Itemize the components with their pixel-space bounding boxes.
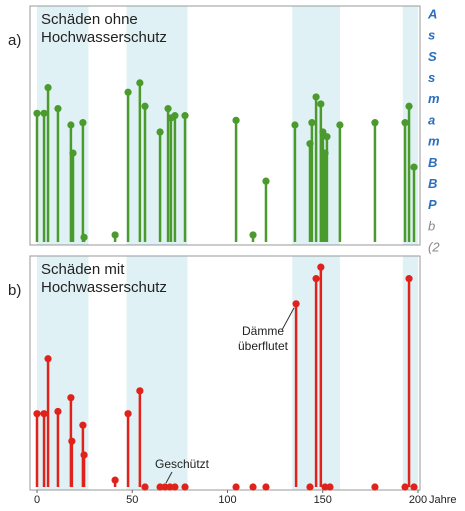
stem-head — [79, 421, 87, 429]
stem-head — [171, 112, 179, 120]
stem-head — [124, 410, 132, 418]
stem-head — [141, 102, 149, 110]
stem-head — [124, 88, 132, 96]
stem-head — [181, 112, 189, 120]
stem-head — [336, 121, 344, 129]
panel-frame — [29, 255, 421, 491]
stem-head — [326, 483, 334, 491]
stem-head — [69, 149, 77, 157]
stem-head — [156, 128, 164, 136]
annotation: überflutet — [238, 339, 289, 353]
x-axis-label: Jahre — [429, 494, 457, 506]
x-tick-label: 0 — [34, 494, 40, 506]
stem-head — [410, 483, 418, 491]
x-tick-label: 100 — [218, 494, 236, 506]
side-text: s — [428, 28, 435, 43]
annotation-leader — [281, 307, 295, 331]
stem-head — [171, 483, 179, 491]
stem-head — [319, 128, 327, 136]
stem-head — [312, 93, 320, 101]
stem-head — [262, 483, 270, 491]
stem-head — [312, 275, 320, 283]
shaded-range — [126, 256, 188, 490]
x-tick-label: 150 — [314, 494, 332, 506]
annotation: Geschützt — [155, 457, 210, 471]
side-text: A — [427, 6, 437, 21]
stem-head — [232, 116, 240, 124]
stem-head — [317, 263, 325, 271]
stem-head — [141, 483, 149, 491]
stem-head — [40, 410, 48, 418]
stem-head — [405, 102, 413, 110]
panel-label: a) — [8, 32, 21, 49]
panel-title: Schäden mit — [41, 261, 125, 278]
stem-head — [68, 437, 76, 445]
shaded-range — [37, 6, 89, 245]
stem-head — [40, 109, 48, 117]
stem-head — [371, 483, 379, 491]
stem-head — [262, 177, 270, 185]
stem-head — [136, 79, 144, 87]
shaded-range — [37, 256, 89, 490]
panel-frame — [29, 5, 421, 246]
stem-head — [371, 119, 379, 127]
stem-head — [161, 483, 169, 491]
stem-head — [80, 451, 88, 459]
stem-head — [317, 100, 325, 108]
stem-head — [249, 231, 257, 239]
side-text: (2 — [428, 240, 440, 255]
side-text: b — [428, 218, 435, 233]
side-text: B — [428, 176, 437, 191]
stem-head — [249, 483, 257, 491]
shaded-range — [402, 256, 418, 490]
stem-head — [44, 355, 52, 363]
side-text: m — [428, 134, 440, 149]
stem-head — [410, 163, 418, 171]
stem-head — [111, 476, 119, 484]
panel-title: Hochwasserschutz — [41, 279, 167, 296]
stem-head — [79, 119, 87, 127]
stem-head — [164, 105, 172, 113]
stem-head — [33, 410, 41, 418]
stem-head — [232, 483, 240, 491]
annotation: Dämme — [242, 324, 284, 338]
side-text: s — [428, 70, 435, 85]
stem-head — [401, 483, 409, 491]
stem-head — [323, 133, 331, 141]
panel-label: b) — [8, 282, 21, 299]
side-text: a — [428, 112, 435, 127]
x-tick-label: 200 — [409, 494, 427, 506]
stem-head — [321, 483, 329, 491]
side-text: m — [428, 91, 440, 106]
panel-title: Hochwasserschutz — [41, 29, 167, 46]
stem-head — [136, 387, 144, 395]
stem-head — [166, 483, 174, 491]
panel-title: Schäden ohne — [41, 11, 138, 28]
x-tick-label: 50 — [126, 494, 138, 506]
side-text: B — [428, 155, 437, 170]
stem-head — [111, 231, 119, 239]
side-text: S — [428, 49, 437, 64]
annotation-leader — [165, 471, 173, 484]
stem-head — [308, 119, 316, 127]
side-text: P — [428, 197, 437, 212]
stem-head — [401, 119, 409, 127]
stem-head — [54, 105, 62, 113]
stem-head — [67, 394, 75, 402]
stem-head — [405, 275, 413, 283]
stem-head — [292, 300, 300, 308]
stem-head — [80, 233, 88, 241]
stem-head — [156, 483, 164, 491]
stem-head — [44, 83, 52, 92]
stem-head — [181, 483, 189, 491]
stem-head — [33, 109, 41, 117]
stem-head — [54, 407, 62, 416]
stem-head — [291, 121, 299, 129]
shaded-range — [126, 6, 188, 245]
stem-head — [67, 121, 75, 129]
stem-head — [306, 483, 314, 491]
